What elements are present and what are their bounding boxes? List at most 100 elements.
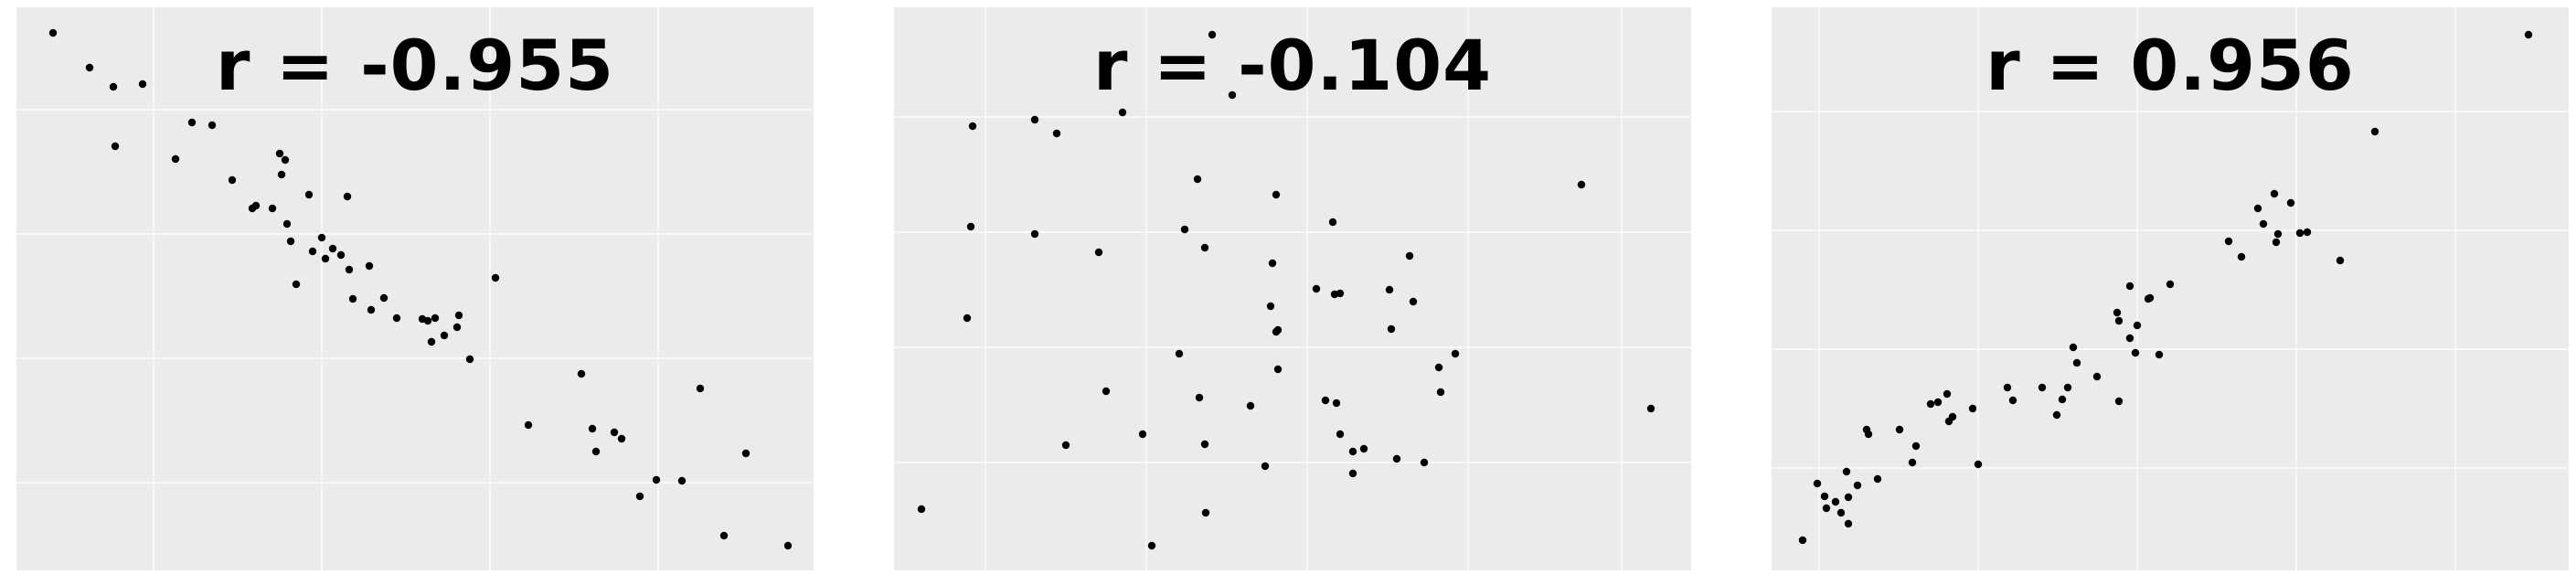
scatter-point — [365, 261, 374, 271]
scatter-point — [1798, 536, 1807, 545]
scatter-point — [423, 316, 432, 325]
scatter-point — [2166, 280, 2175, 289]
scatter-point — [1348, 447, 1357, 456]
gridlines-1 — [16, 7, 814, 570]
scatter-point — [1820, 492, 1829, 501]
scatter-plot-3 — [1772, 7, 2569, 570]
scatter-point — [2038, 383, 2047, 392]
scatter-point — [491, 273, 500, 282]
scatter-point — [677, 476, 687, 485]
scatter-point — [1864, 430, 1873, 439]
scatter-point — [1193, 175, 1202, 184]
scatter-point — [1180, 225, 1189, 234]
scatter-point — [1321, 396, 1330, 405]
scatter-point — [968, 122, 977, 131]
scatter-point — [48, 28, 58, 37]
scatter-point — [2273, 229, 2283, 239]
scatter-panel-1: r = -0.955 — [16, 7, 814, 570]
scatter-point — [1933, 398, 1943, 407]
scatter-point — [2069, 343, 2078, 352]
scatter-point — [1200, 243, 1209, 252]
scatter-point — [1359, 444, 1368, 453]
scatter-point — [719, 531, 729, 540]
scatter-point — [1822, 504, 1831, 513]
scatter-point — [1385, 285, 1394, 294]
scatter-point — [2237, 252, 2246, 261]
scatter-point — [275, 149, 284, 158]
scatter-point — [1577, 180, 1586, 189]
scatter-point — [1030, 229, 1039, 239]
scatter-point — [1911, 441, 1921, 451]
scatter-point — [2303, 228, 2312, 237]
scatter-point — [2524, 30, 2533, 39]
scatter-point — [1272, 190, 1281, 199]
scatter-point — [1348, 469, 1357, 478]
scatter-point — [2113, 308, 2122, 317]
scatter-point — [1094, 248, 1103, 257]
scatter-point — [591, 447, 601, 456]
scatter-point — [696, 384, 705, 393]
scatter-point — [1147, 541, 1156, 550]
scatter-point — [1312, 284, 1321, 293]
scatter-point — [1908, 458, 1917, 467]
scatter-point — [431, 314, 440, 323]
scatter-point — [1061, 441, 1070, 450]
scatter-point — [1420, 458, 1429, 467]
scatter-point — [1405, 251, 1414, 261]
scatter-point — [2336, 256, 2345, 265]
scatter-point — [1926, 399, 1935, 409]
scatter-point — [1974, 460, 1983, 469]
scatter-point — [1943, 389, 1952, 399]
scatter-point — [1844, 519, 1853, 528]
scatter-point — [588, 424, 597, 433]
scatter-panel-3: r = 0.956 — [1772, 7, 2569, 570]
scatter-point — [379, 293, 389, 303]
scatter-point — [1387, 324, 1396, 334]
scatter-point — [85, 63, 94, 72]
points-1 — [48, 28, 793, 550]
scatter-point — [635, 492, 644, 501]
scatter-point — [1842, 467, 1851, 476]
scatter-point — [2270, 189, 2279, 198]
scatter-point — [465, 355, 474, 364]
scatter-point — [1118, 108, 1127, 117]
scatter-point — [187, 118, 197, 127]
scatter-point — [427, 337, 436, 346]
scatter-point — [2133, 321, 2142, 330]
scatter-point — [2370, 127, 2379, 136]
scatter-point — [2295, 229, 2305, 238]
scatter-point — [1328, 218, 1337, 227]
scatter-point — [617, 434, 626, 443]
scatter-point — [251, 201, 261, 210]
scatter-point — [2114, 397, 2124, 406]
scatter-point — [652, 475, 661, 484]
scatter-point — [2155, 350, 2164, 359]
scatter-point — [1200, 440, 1209, 449]
scatter-point — [1102, 387, 1111, 396]
scatter-point — [963, 314, 972, 323]
scatter-point — [1844, 493, 1853, 502]
scatter-point — [336, 250, 346, 260]
points-2 — [917, 30, 1655, 550]
scatter-point — [1836, 508, 1846, 517]
scatter-point — [2063, 383, 2072, 392]
scatter-point — [171, 154, 180, 164]
scatter-point — [1895, 425, 1904, 434]
scatter-panel-2: r = -0.104 — [894, 7, 1691, 570]
scatter-point — [1336, 289, 1345, 298]
scatter-point — [392, 314, 401, 323]
scatter-point — [292, 280, 301, 289]
scatter-point — [1201, 508, 1210, 517]
scatter-point — [454, 311, 463, 320]
scatter-point — [1175, 349, 1184, 358]
scatter-point — [966, 222, 975, 231]
scatter-point — [138, 80, 147, 89]
scatter-point — [2058, 395, 2067, 404]
scatter-point — [1261, 462, 1270, 471]
scatter-point — [1392, 454, 1401, 463]
scatter-point — [2125, 282, 2134, 291]
scatter-point — [1273, 365, 1283, 374]
scatter-point — [321, 254, 330, 263]
scatter-point — [281, 155, 290, 165]
scatter-point — [2286, 198, 2295, 207]
